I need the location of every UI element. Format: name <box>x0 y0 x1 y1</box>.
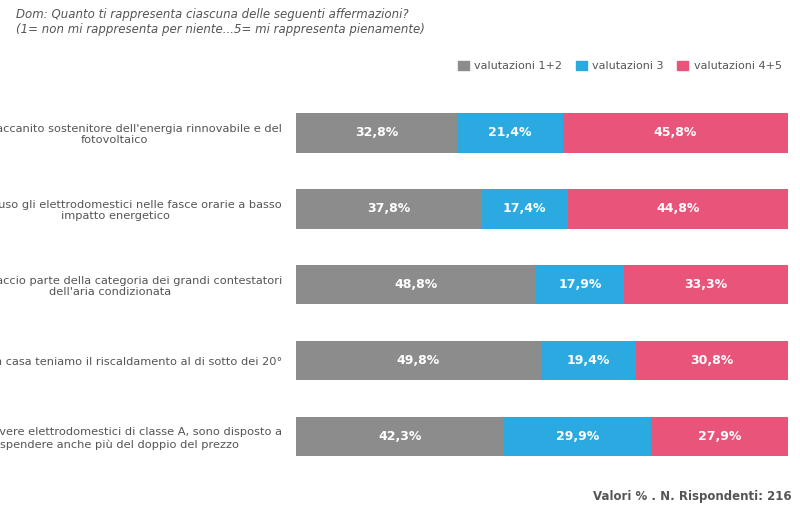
Bar <box>562 113 788 152</box>
Bar <box>637 341 788 381</box>
Bar <box>541 341 637 381</box>
Text: 45,8%: 45,8% <box>654 126 697 140</box>
Text: Valori % . N. Rispondenti: 216: Valori % . N. Rispondenti: 216 <box>594 490 792 503</box>
Text: 29,9%: 29,9% <box>556 430 599 443</box>
Bar <box>296 341 541 381</box>
Text: 17,4%: 17,4% <box>503 202 546 215</box>
Text: 33,3%: 33,3% <box>685 278 728 291</box>
Bar <box>536 265 624 305</box>
Text: 27,9%: 27,9% <box>698 430 742 443</box>
Bar <box>567 189 788 228</box>
Bar <box>296 417 504 457</box>
Text: 44,8%: 44,8% <box>656 202 699 215</box>
Bar <box>651 417 789 457</box>
Text: 42,3%: 42,3% <box>378 430 422 443</box>
Legend: valutazioni 1+2, valutazioni 3, valutazioni 4+5: valutazioni 1+2, valutazioni 3, valutazi… <box>454 57 786 76</box>
Text: 17,9%: 17,9% <box>558 278 602 291</box>
Bar <box>624 265 788 305</box>
Text: 37,8%: 37,8% <box>367 202 410 215</box>
Text: Dom: Quanto ti rappresenta ciascuna delle seguenti affermazioni?: Dom: Quanto ti rappresenta ciascuna dell… <box>16 8 409 21</box>
Bar <box>296 265 536 305</box>
Text: 32,8%: 32,8% <box>355 126 398 140</box>
Bar <box>296 113 458 152</box>
Bar <box>504 417 651 457</box>
Text: 48,8%: 48,8% <box>394 278 438 291</box>
Text: (1= non mi rappresenta per niente...5= mi rappresenta pienamente): (1= non mi rappresenta per niente...5= m… <box>16 23 425 36</box>
Bar <box>296 189 482 228</box>
Text: 49,8%: 49,8% <box>397 354 440 367</box>
Text: 19,4%: 19,4% <box>567 354 610 367</box>
Text: 30,8%: 30,8% <box>690 354 734 367</box>
Bar <box>458 113 562 152</box>
Text: 21,4%: 21,4% <box>488 126 532 140</box>
Bar <box>482 189 567 228</box>
